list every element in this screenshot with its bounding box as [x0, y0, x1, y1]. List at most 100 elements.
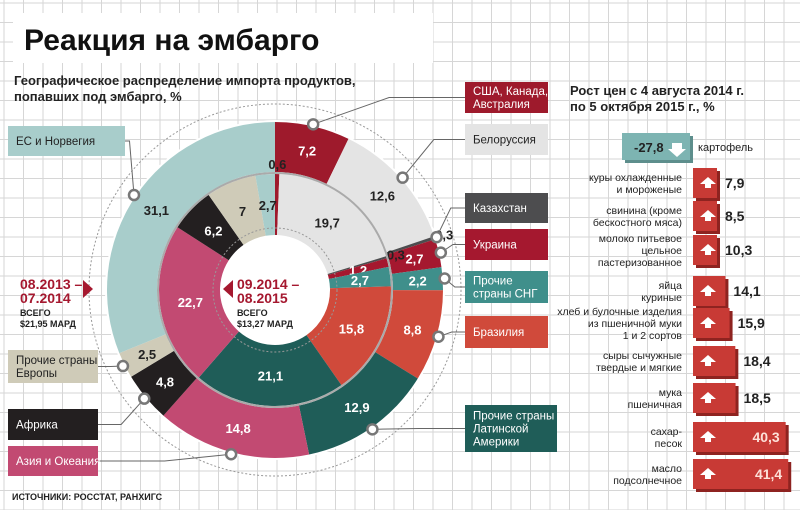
inner-segment-label: 21,1	[258, 368, 283, 383]
legend-label-line: Бразилия	[473, 327, 524, 339]
bar-category-label: сахар-песок	[651, 426, 683, 450]
bar-category-line: молоко питьевое	[599, 233, 682, 245]
bar-category-line: пшеничная	[628, 399, 682, 411]
legend-label-line: Америки	[473, 437, 519, 449]
bar-category-line: цельное	[642, 245, 683, 257]
bar-value-label: 40,3	[752, 429, 779, 445]
connector-dot-icon	[129, 190, 139, 200]
bar-row: 40,3 сахар-песок	[651, 422, 789, 455]
legend-label: Белоруссия	[473, 135, 536, 147]
legend-connector	[372, 429, 465, 430]
bar-category-line: сахар-	[651, 426, 683, 438]
inner-segment-label: 2,7	[351, 273, 369, 288]
connector-dot-icon	[139, 394, 149, 404]
connector-dot-icon	[398, 173, 408, 183]
inner-segment-label: 2,7	[259, 198, 277, 213]
connector-dot-icon	[308, 119, 318, 129]
inner-segment-label: 15,8	[339, 321, 364, 336]
connector-dot-icon	[118, 361, 128, 371]
bar-category-line: куры охлажденные	[589, 172, 682, 184]
legend-item: США, Канада,Австралия	[308, 82, 548, 129]
bar-title-line-1: Рост цен с 4 августа 2014 г.	[570, 83, 744, 98]
legend-label-line: Украина	[473, 240, 517, 252]
outer-segment-label: 2,5	[138, 347, 156, 362]
bar-value-label: 15,9	[738, 315, 765, 331]
legend-label-line: страны СНГ	[473, 289, 538, 301]
legend-item: Белоруссия	[398, 124, 548, 183]
legend-label-line: Европы	[16, 368, 57, 380]
legend-label-line: Австралия	[473, 99, 530, 111]
legend-label-line: Казахстан	[473, 203, 527, 215]
bar-value-label: 7,9	[725, 175, 745, 191]
bar-category-line: бескостного мяса)	[593, 217, 682, 229]
outer-segment-label: 7,2	[298, 144, 316, 159]
legend-label: Казахстан	[473, 203, 527, 215]
outer-segment-label: 8,8	[403, 322, 421, 337]
donut-title-line-2: попавших под эмбарго, %	[14, 89, 182, 104]
inner-segment-label: 0,6	[268, 157, 286, 172]
bar-category-line: куриные	[641, 292, 682, 304]
legend-connector	[98, 454, 231, 461]
legend-label-line: Прочие страны	[16, 355, 97, 367]
legend-item: Африка	[8, 394, 149, 440]
bar-category-line: свинина (кроме	[606, 205, 682, 217]
bar-category-line: пастеризованное	[598, 257, 682, 269]
inner-segment-label: 6,2	[204, 224, 222, 239]
bar-category-line: яйца	[659, 280, 683, 292]
outer-segment-label: 12,6	[370, 189, 395, 204]
bar-value-label: 14,1	[733, 283, 760, 299]
bar-category-line: хлеб и булочные изделия	[557, 306, 682, 318]
bar-category-line: подсолнечное	[613, 475, 682, 487]
legend-label-line: Прочие страны	[473, 411, 554, 423]
outer-segment-label: 12,9	[344, 400, 369, 415]
inner-period-text-2: 08.2015	[237, 290, 288, 306]
legend-label: Азия и Океания	[16, 456, 100, 468]
outer-segment-label: 14,8	[225, 421, 250, 436]
legend-label-line: Азия и Океания	[16, 456, 100, 468]
outer-total-line-2: $21,95 МАРД	[20, 319, 76, 329]
inner-segment-label: 19,7	[315, 215, 340, 230]
legend-label: Бразилия	[473, 327, 524, 339]
connector-dot-icon	[433, 332, 443, 342]
legend-label-line: ЕС и Норвегия	[16, 136, 95, 148]
legend-label-line: Африка	[16, 420, 58, 432]
outer-segment-label: 4,8	[156, 374, 174, 389]
bar-value-label: 41,4	[755, 466, 782, 482]
bar-value-label: 18,5	[744, 390, 771, 406]
bar-value-label: 18,4	[743, 353, 770, 369]
outer-total-line-1: ВСЕГО	[20, 308, 51, 318]
inner-segment-label: 22,7	[178, 295, 203, 310]
donut-title-line-1: Географическое распределение импорта про…	[14, 73, 356, 88]
inner-total-line-1: ВСЕГО	[237, 308, 268, 318]
legend-connector	[125, 141, 134, 195]
bar-category-line: 1 и 2 сортов	[623, 330, 683, 342]
legend-item: ЕС и Норвегия	[8, 126, 139, 200]
inner-segment-label: 0,3	[387, 247, 405, 262]
bar-category-line: из пшеничной муки	[588, 318, 682, 330]
bar-category-line: песок	[655, 438, 683, 450]
bar-value-label: 8,5	[725, 208, 745, 224]
bar-category-line: твердые и мягкие	[596, 362, 682, 374]
connector-dot-icon	[432, 232, 442, 242]
page-title: Реакция на эмбарго	[24, 24, 319, 57]
legend-label: ЕС и Норвегия	[16, 136, 95, 148]
bar-category-label: картофель	[698, 142, 753, 154]
legend-label-line: Прочие	[473, 276, 513, 288]
bar-value-label: 10,3	[725, 242, 752, 258]
source-note: ИСТОЧНИКИ: РОССТАТ, РАНХИГС	[12, 492, 163, 502]
legend-label-line: США, Канада,	[473, 86, 548, 98]
bar-category-line: масло	[652, 463, 683, 475]
